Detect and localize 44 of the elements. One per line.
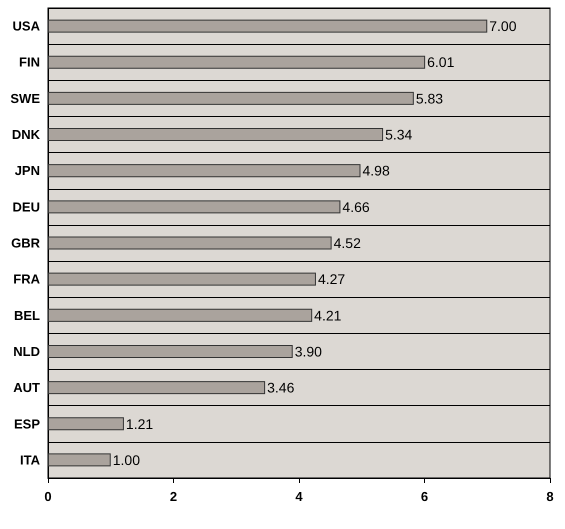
bar [48, 164, 360, 178]
data-label: 5.83 [416, 90, 444, 106]
x-tick-label: 0 [44, 489, 52, 504]
bar [48, 417, 124, 430]
y-tick-label: FIN [19, 54, 40, 70]
bar [48, 272, 316, 286]
bar [48, 344, 293, 358]
y-tick-label: BEL [14, 308, 40, 323]
bar [48, 453, 111, 466]
data-label: 4.27 [318, 271, 346, 288]
y-tick-label: FRA [13, 272, 41, 287]
data-label: 4.21 [314, 307, 342, 324]
bar [48, 381, 266, 394]
y-tick-label: NLD [13, 344, 40, 359]
data-label: 3.90 [294, 343, 322, 360]
y-tick-label: DEU [12, 199, 40, 214]
bar [48, 20, 488, 33]
bar [48, 92, 414, 105]
bar [48, 128, 384, 142]
y-tick-label: DNK [12, 127, 41, 142]
y-tick-label: ITA [20, 452, 41, 468]
x-tick-label: 6 [420, 489, 428, 504]
bar [48, 200, 340, 214]
data-label: 1.21 [126, 416, 154, 432]
x-tick-label: 2 [170, 489, 178, 504]
y-tick-label: AUT [13, 380, 40, 396]
data-label: 4.98 [362, 162, 390, 179]
y-tick-label: USA [12, 18, 41, 34]
data-label: 4.66 [342, 198, 370, 215]
data-label: 6.01 [427, 54, 455, 70]
bar [48, 236, 332, 250]
x-tick-label: 8 [546, 489, 554, 504]
y-tick-label: GBR [11, 236, 41, 250]
data-label: 4.52 [334, 235, 362, 251]
data-label: 7.00 [489, 18, 517, 34]
y-tick-label: JPN [14, 163, 40, 178]
bar [48, 308, 312, 322]
data-label: 5.34 [385, 126, 413, 143]
x-tick-label: 4 [295, 489, 304, 504]
y-tick-label: ESP [14, 416, 40, 432]
data-label: 3.46 [267, 380, 295, 396]
data-label: 1.00 [112, 452, 140, 468]
bar [48, 56, 426, 69]
y-tick-label: SWE [10, 90, 40, 106]
